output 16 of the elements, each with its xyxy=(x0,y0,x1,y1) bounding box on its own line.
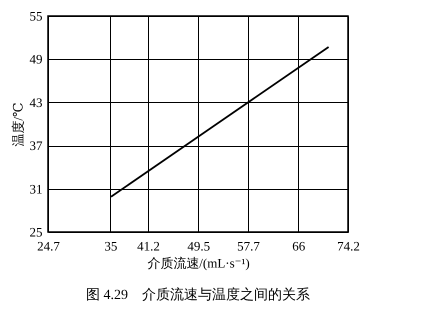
y-tick-label: 43 xyxy=(30,94,42,110)
x-tick-label: 35 xyxy=(104,238,118,254)
y-tick-label: 37 xyxy=(30,138,43,154)
y-axis-title: 温度/℃ xyxy=(10,102,26,147)
caption: 图 4.29 介质流速与温度之间的关系 xyxy=(86,287,310,303)
x-tick-label: 74.2 xyxy=(337,238,360,254)
x-tick-label: 24.7 xyxy=(37,238,60,254)
x-tick-label: 41.2 xyxy=(137,238,160,254)
x-tick-label: 49.5 xyxy=(187,238,210,254)
x-tick-label: 57.7 xyxy=(237,238,260,254)
y-tick-label: 25 xyxy=(30,224,42,240)
y-tick-label: 49 xyxy=(30,52,42,67)
x-tick-label: 66 xyxy=(292,238,306,254)
x-axis-title: 介质流速/(mL·s⁻¹) xyxy=(147,256,250,270)
y-tick-label: 55 xyxy=(30,8,42,24)
y-tick-label: 31 xyxy=(30,181,42,196)
